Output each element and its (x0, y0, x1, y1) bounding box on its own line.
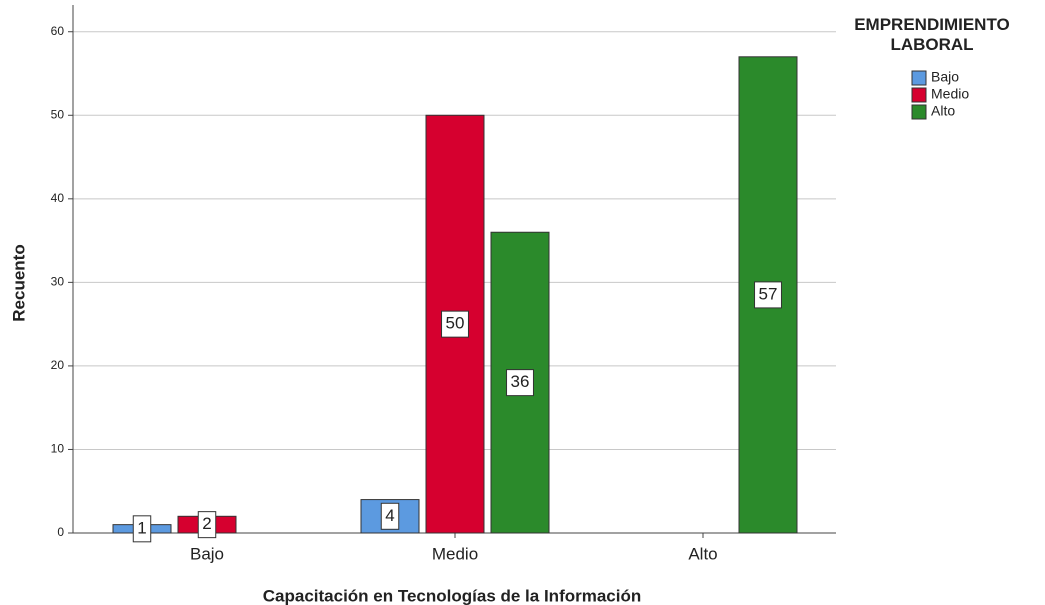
x-axis-title: Capacitación en Tecnologías de la Inform… (263, 586, 642, 605)
data-label: 4 (385, 506, 394, 525)
data-label: 1 (137, 518, 146, 537)
y-axis-title: Recuento (9, 244, 28, 321)
data-label: 57 (759, 284, 778, 303)
x-tick-label: Bajo (190, 544, 224, 563)
legend-title: EMPRENDIMIENTO LABORAL (854, 15, 1010, 54)
legend-label: Bajo (931, 69, 959, 85)
data-label-box (197, 511, 217, 539)
data-label-box (132, 515, 152, 543)
y-tick-label: 50 (51, 107, 65, 121)
legend-swatch (911, 104, 927, 120)
legend-swatch (911, 87, 927, 103)
x-tick-label: Medio (432, 544, 478, 563)
legend-swatch (911, 70, 927, 86)
y-tick-label: 30 (51, 275, 65, 289)
data-label-box (754, 281, 782, 309)
data-label-box (380, 502, 400, 530)
y-tick-label: 60 (51, 24, 65, 38)
y-tick-label: 40 (51, 191, 65, 205)
x-tick-label: Alto (688, 544, 717, 563)
legend-label: Medio (931, 86, 969, 102)
data-label-box (506, 369, 534, 397)
data-label: 2 (202, 514, 211, 533)
data-label: 50 (446, 314, 465, 333)
y-tick-label: 20 (51, 358, 65, 372)
data-label: 36 (511, 372, 530, 391)
data-label-box (441, 310, 469, 338)
legend-label: Alto (931, 103, 955, 119)
y-tick-label: 0 (57, 525, 64, 539)
y-tick-label: 10 (51, 442, 65, 456)
